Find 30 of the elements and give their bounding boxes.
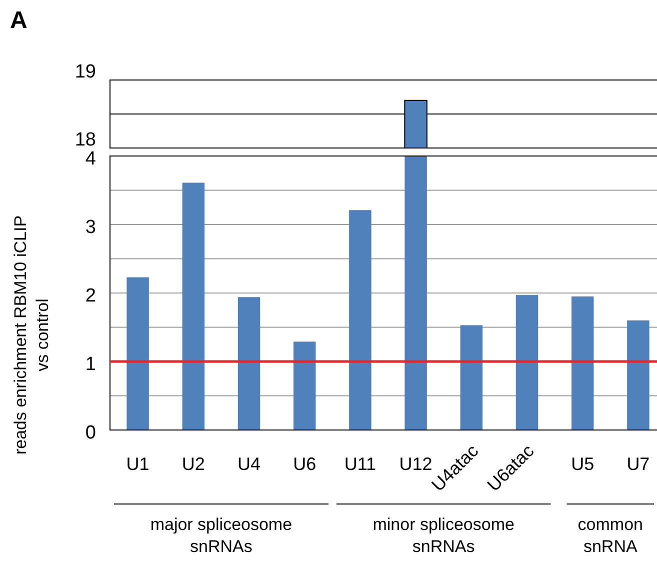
x-tick-label: U7 <box>626 454 650 474</box>
y-tick-label: 3 <box>85 217 96 238</box>
bar <box>460 325 483 430</box>
bar <box>349 210 372 430</box>
x-tick-label: U12 <box>399 454 432 474</box>
bar <box>571 296 594 430</box>
x-tick-label: U11 <box>344 454 376 474</box>
bar <box>627 320 650 430</box>
y-tick-label: 19 <box>74 62 96 83</box>
bar <box>293 342 316 430</box>
x-tick-label: U1 <box>126 454 150 474</box>
x-tick-label: U4 <box>237 454 261 474</box>
text: minor spliceosome snRNAs <box>372 515 514 556</box>
text: major spliceosome snRNAs <box>150 515 292 556</box>
text: common snRNA <box>578 515 643 556</box>
y-tick-label: 1 <box>85 354 96 376</box>
y-axis-title: reads enrichment RBM10 iCLIP vs control <box>11 215 52 455</box>
bar <box>404 156 427 430</box>
bar <box>126 277 149 430</box>
y-tick-label: 18 <box>74 130 96 151</box>
x-tick-label: U5 <box>571 454 594 474</box>
x-tick-label: U6 <box>293 454 316 474</box>
y-tick-label: 4 <box>85 148 96 170</box>
x-tick-label: U2 <box>182 454 205 474</box>
y-tick-label: 2 <box>85 286 96 307</box>
chart-title: A <box>10 7 28 34</box>
bar <box>516 295 538 430</box>
y-tick-label: 0 <box>85 422 96 444</box>
bar <box>238 297 260 430</box>
bar <box>182 182 205 430</box>
